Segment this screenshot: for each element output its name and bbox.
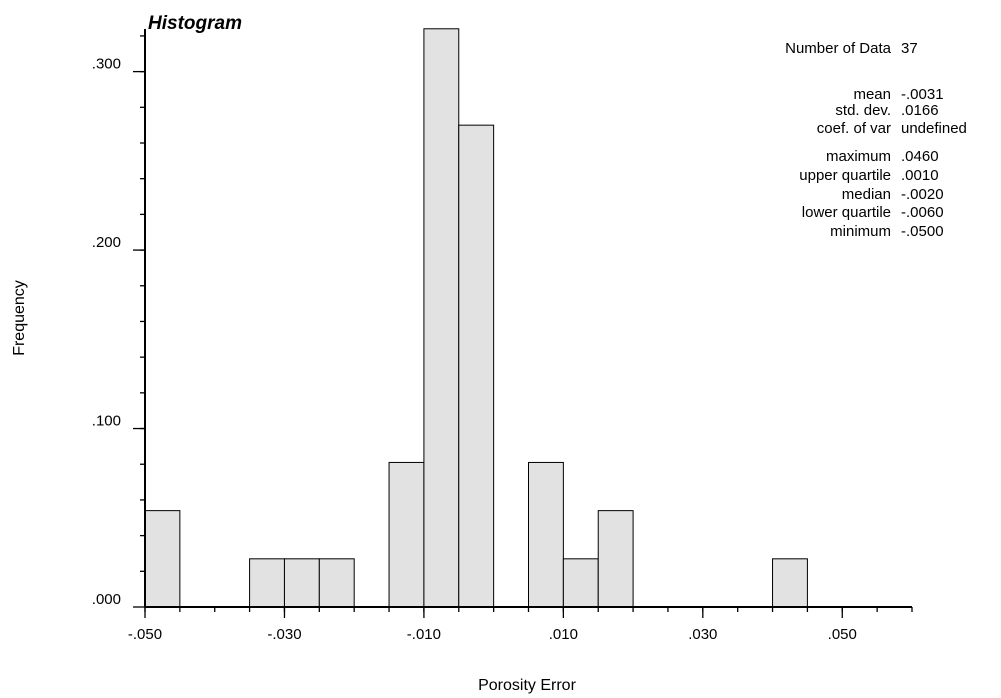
stat-label: minimum xyxy=(830,223,891,240)
stat-value: -.0020 xyxy=(901,186,944,203)
stat-value: .0166 xyxy=(901,102,939,119)
y-axis-label: Frequency xyxy=(11,280,28,356)
axes-group: -.050 -.030 -.010 .010 .030 .050 .000 .100 .200.… xyxy=(92,29,913,643)
stat-value: .0460 xyxy=(901,148,939,165)
y-tick-label: .100 xyxy=(92,413,121,430)
histogram-bar-5 xyxy=(423,28,460,608)
histogram-bar-6 xyxy=(458,124,495,608)
bars-group xyxy=(144,28,808,608)
stat-label: Number of Data xyxy=(785,40,892,57)
stat-value: -.0500 xyxy=(901,223,944,240)
y-tick-label: .000 xyxy=(92,591,121,608)
x-tick-label: .050 xyxy=(828,626,857,643)
x-tick-label: .030 xyxy=(688,626,717,643)
stat-label: coef. of var xyxy=(817,120,891,137)
histogram-bar-7 xyxy=(528,461,564,608)
chart-title: Histogram xyxy=(148,13,242,34)
histogram-bar-9 xyxy=(597,510,634,608)
y-tick-label: .300 xyxy=(92,56,121,73)
histogram-bar-0 xyxy=(144,510,181,608)
stat-label: median xyxy=(842,186,891,203)
x-tick-label: -.050 xyxy=(128,626,162,643)
stat-label: mean xyxy=(853,86,891,103)
histogram-bar-4 xyxy=(388,461,425,608)
histogram-bar-3 xyxy=(318,558,355,608)
x-tick-label: .010 xyxy=(549,626,578,643)
stat-value: 37 xyxy=(901,40,918,57)
histogram-bar-8 xyxy=(562,558,599,608)
histogram-bar-1 xyxy=(249,558,285,608)
stat-value: -.0060 xyxy=(901,204,944,221)
stat-label: std. dev. xyxy=(835,102,891,119)
stat-label: maximum xyxy=(826,148,891,165)
x-tick-label: -.010 xyxy=(407,626,441,643)
stat-value: .0010 xyxy=(901,167,939,184)
y-tick-label: .200 xyxy=(92,234,121,251)
stat-label: upper quartile xyxy=(799,167,891,184)
stat-value: undefined xyxy=(901,120,967,137)
histogram-bar-10 xyxy=(772,558,808,608)
stat-label: lower quartile xyxy=(802,204,891,221)
histogram-bar-2 xyxy=(283,558,320,608)
statistics-panel: Number of Data 37 mean -.0031 std. dev. .0166… xyxy=(785,40,967,240)
x-axis-label: Porosity Error xyxy=(478,677,576,694)
x-tick-label: -.030 xyxy=(267,626,301,643)
stat-value: -.0031 xyxy=(901,86,944,103)
